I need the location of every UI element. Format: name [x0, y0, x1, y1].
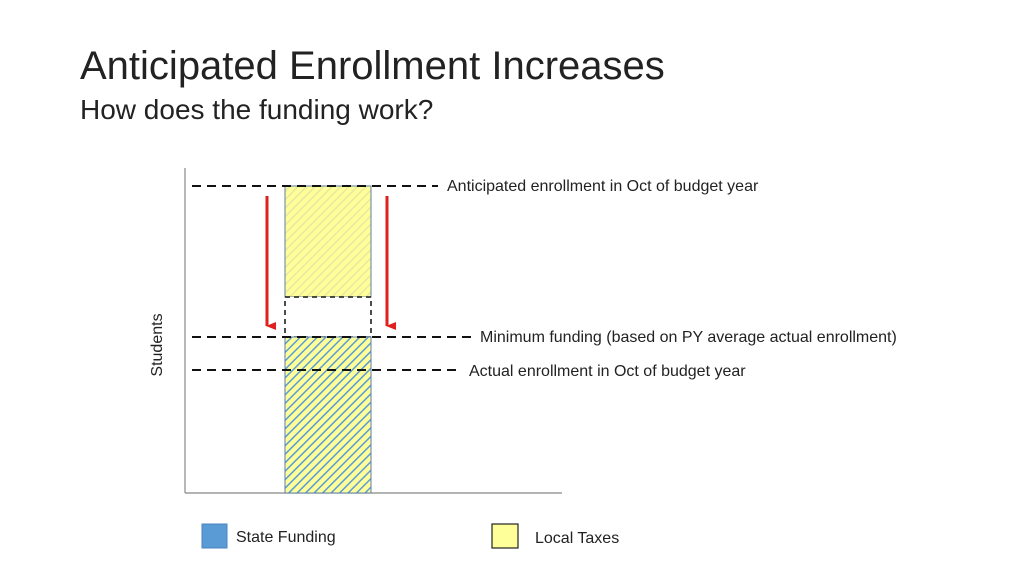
slide-title: Anticipated Enrollment Increases — [80, 44, 665, 88]
legend-state-swatch — [201, 523, 228, 549]
legend-local-swatch — [491, 523, 519, 549]
minimum-funding-label: Minimum funding (based on PY average act… — [480, 329, 897, 346]
state-funding-block — [284, 336, 372, 494]
legend-state-label: State Funding — [236, 529, 336, 546]
local-taxes-block — [284, 185, 372, 298]
funding-gap-block — [284, 296, 372, 338]
anticipated-enrollment-label: Anticipated enrollment in Oct of budget … — [447, 178, 759, 195]
actual-enrollment-label: Actual enrollment in Oct of budget year — [469, 363, 746, 380]
slide-subtitle: How does the funding work? — [80, 94, 434, 125]
y-axis-label: Students — [149, 313, 166, 376]
legend-local-label: Local Taxes — [535, 530, 619, 547]
